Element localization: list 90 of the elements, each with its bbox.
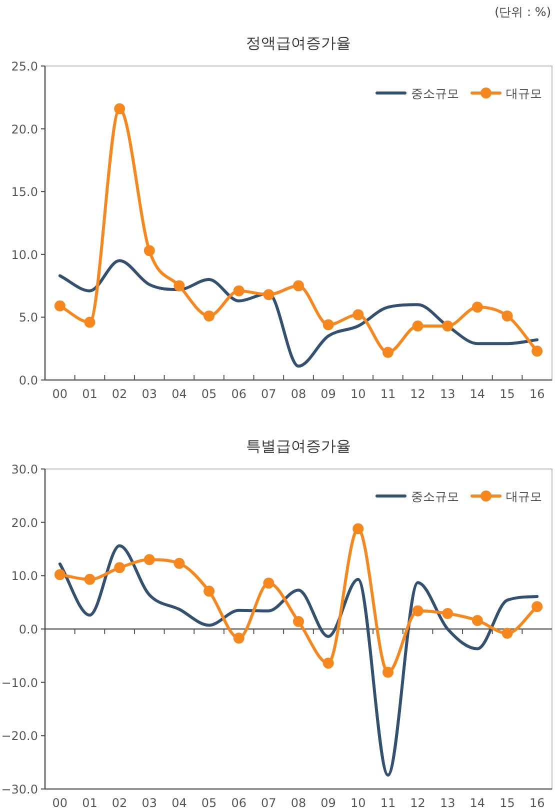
chart-title: 특별급여증가율 — [246, 437, 351, 455]
y-tick-label: 30.0 — [11, 462, 38, 476]
x-tick-label: 06 — [231, 796, 246, 810]
y-tick-label: 0.0 — [18, 374, 38, 388]
x-tick-label: 10 — [350, 796, 366, 810]
point — [174, 558, 185, 569]
y-tick-label: 10.0 — [11, 569, 38, 584]
y-tick-label: −10.0 — [1, 676, 38, 690]
x-tick-label: 12 — [410, 387, 426, 401]
line-series — [58, 544, 539, 777]
x-tick-label: 13 — [440, 387, 456, 401]
x-tick-label: 10 — [350, 387, 366, 401]
x-tick-label: 11 — [380, 387, 396, 401]
x-tick-label: 00 — [52, 387, 68, 401]
x-tick-label: 06 — [231, 387, 246, 401]
chart-title: 정액급여증가율 — [246, 34, 351, 52]
point — [442, 320, 454, 332]
legend-label: 중소규모 — [411, 86, 459, 100]
x-tick-label: 03 — [142, 387, 158, 401]
legend-label: 중소규모 — [411, 490, 459, 504]
legend-label: 대규모 — [506, 86, 542, 100]
point — [293, 616, 304, 628]
text: (단위 : %) — [494, 5, 551, 19]
point — [204, 586, 215, 597]
point — [532, 346, 543, 357]
y-tick-label: 25.0 — [11, 60, 38, 74]
y-tick-label: 0.0 — [18, 622, 38, 636]
x-tick-label: 01 — [82, 387, 98, 401]
x-tick-label: 07 — [261, 796, 276, 810]
y-tick-label: −30.0 — [1, 782, 38, 796]
point — [144, 554, 155, 566]
point — [174, 280, 185, 292]
x-tick-label: 02 — [112, 796, 128, 810]
x-tick-label: 03 — [142, 796, 158, 810]
y-tick-label: 20.0 — [11, 516, 38, 530]
x-tick-label: 14 — [470, 796, 486, 810]
point — [352, 523, 364, 534]
x-tick-label: 13 — [440, 796, 456, 810]
point — [114, 562, 126, 574]
point — [502, 310, 513, 322]
point — [144, 245, 155, 256]
x-tick-label: 14 — [470, 387, 486, 401]
x-tick-label: 11 — [380, 796, 396, 810]
point — [382, 666, 394, 678]
x-tick-label: 16 — [529, 796, 545, 810]
point — [322, 658, 334, 669]
point — [114, 103, 126, 114]
point — [204, 310, 215, 322]
point — [233, 285, 244, 296]
point — [502, 628, 513, 639]
x-tick-label: 05 — [201, 387, 217, 401]
line-series — [58, 259, 539, 368]
point — [293, 280, 304, 292]
x-tick-label: 07 — [261, 387, 276, 401]
x-tick-label: 00 — [52, 796, 68, 810]
point — [233, 632, 244, 644]
x-tick-label: 08 — [290, 387, 306, 401]
point — [472, 302, 483, 313]
y-tick-label: 5.0 — [18, 310, 38, 325]
point — [54, 569, 66, 580]
point — [412, 605, 424, 616]
x-tick-label: 01 — [82, 796, 98, 810]
y-tick-label: 10.0 — [11, 248, 38, 262]
point — [322, 319, 334, 330]
legend-label: 대규모 — [506, 490, 542, 504]
x-tick-label: 16 — [529, 387, 545, 401]
point — [442, 608, 454, 620]
point — [263, 289, 274, 300]
point — [352, 309, 364, 320]
x-tick-label: 15 — [500, 796, 515, 810]
point — [263, 578, 274, 589]
y-tick-label: −20.0 — [1, 729, 38, 744]
point — [532, 601, 543, 612]
x-tick-label: 15 — [500, 387, 515, 401]
y-tick-label: 20.0 — [11, 122, 38, 136]
x-tick-label: 12 — [410, 796, 426, 810]
point — [54, 300, 66, 312]
x-tick-label: 04 — [172, 796, 187, 810]
x-tick-label: 02 — [112, 387, 128, 401]
point — [84, 316, 96, 328]
y-tick-label: 15.0 — [11, 185, 38, 200]
point — [382, 346, 394, 358]
x-tick-label: 08 — [290, 796, 306, 810]
x-tick-label: 09 — [320, 796, 336, 810]
point — [84, 574, 96, 585]
x-tick-label: 04 — [172, 387, 187, 401]
point — [412, 320, 424, 332]
point — [472, 614, 483, 626]
x-tick-label: 09 — [320, 387, 336, 401]
x-tick-label: 05 — [201, 796, 217, 810]
